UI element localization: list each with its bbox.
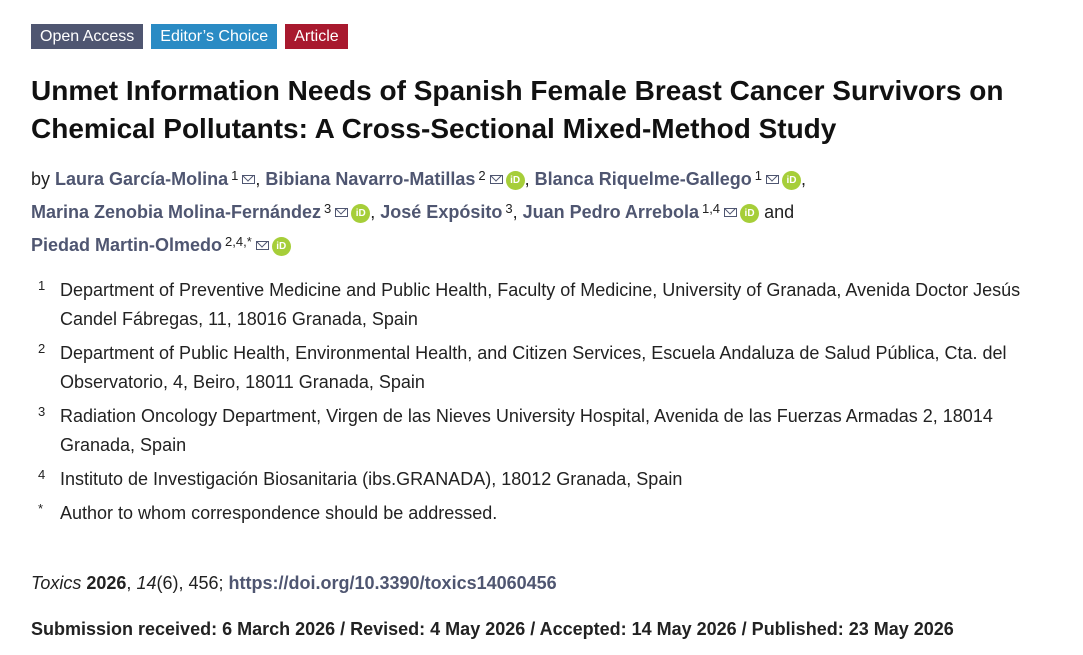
open-access-badge[interactable]: Open Access bbox=[31, 24, 144, 49]
author-affiliation-ref: 3 bbox=[505, 201, 513, 216]
journal-name: Toxics bbox=[31, 573, 82, 593]
author-name[interactable]: Laura García-Molina bbox=[55, 169, 229, 189]
affiliation-list: 1 Department of Preventive Medicine and … bbox=[38, 276, 1038, 533]
mail-icon[interactable] bbox=[765, 175, 779, 184]
publication-dates: Submission received: 6 March 2026 / Revi… bbox=[31, 619, 954, 639]
citation-line: Toxics 2026, 14(6), 456; https://doi.org… bbox=[31, 573, 557, 593]
mail-icon[interactable] bbox=[724, 208, 738, 217]
affiliation-text: Radiation Oncology Department, Virgen de… bbox=[60, 406, 993, 455]
affiliation-item: * Author to whom correspondence should b… bbox=[38, 499, 1038, 528]
citation-year: 2026 bbox=[86, 573, 127, 593]
article-title: Unmet Information Needs of Spanish Femal… bbox=[31, 75, 1004, 144]
affiliation-text: Author to whom correspondence should be … bbox=[60, 503, 498, 523]
citation-issue-pages: (6), 456; bbox=[156, 573, 224, 593]
badge-row: Open Access Editor’s Choice Article bbox=[31, 24, 348, 49]
affiliation-marker: 3 bbox=[38, 404, 46, 419]
affiliation-marker: * bbox=[38, 501, 44, 516]
affiliation-item: 3 Radiation Oncology Department, Virgen … bbox=[38, 402, 1038, 460]
mail-icon[interactable] bbox=[335, 208, 349, 217]
orcid-icon[interactable]: iD bbox=[505, 171, 525, 190]
author-affiliation-ref: 2,4,* bbox=[225, 234, 252, 249]
author-affiliation-ref: 1,4 bbox=[701, 201, 721, 216]
author-name[interactable]: Piedad Martin-Olmedo bbox=[31, 235, 223, 255]
mail-icon[interactable] bbox=[489, 175, 503, 184]
affiliation-text: Department of Public Health, Environment… bbox=[60, 343, 1007, 392]
author-affiliation-ref: 2 bbox=[478, 168, 486, 183]
orcid-icon[interactable]: iD bbox=[351, 204, 371, 223]
author-name[interactable]: Blanca Riquelme-Gallego bbox=[534, 169, 752, 189]
author-affiliation-ref: 1 bbox=[231, 168, 239, 183]
orcid-icon[interactable]: iD bbox=[740, 204, 760, 223]
affiliation-item: 1 Department of Preventive Medicine and … bbox=[38, 276, 1038, 334]
affiliation-text: Instituto de Investigación Biosanitaria … bbox=[60, 469, 683, 489]
author-name[interactable]: Marina Zenobia Molina-Fernández bbox=[31, 202, 322, 222]
author-name[interactable]: José Expósito bbox=[380, 202, 503, 222]
mail-icon[interactable] bbox=[242, 175, 256, 184]
editors-choice-badge[interactable]: Editor’s Choice bbox=[151, 24, 278, 49]
author-affiliation-ref: 3 bbox=[324, 201, 332, 216]
author-list: by Laura García-Molina 1, Bibiana Navarro… bbox=[31, 168, 806, 256]
citation-volume: 14 bbox=[136, 573, 157, 593]
affiliation-text: Department of Preventive Medicine and Pu… bbox=[60, 280, 1021, 329]
affiliation-item: 2 Department of Public Health, Environme… bbox=[38, 339, 1038, 397]
affiliation-marker: 1 bbox=[38, 278, 46, 293]
author-affiliation-ref: 1 bbox=[754, 168, 762, 183]
doi-link[interactable]: https://doi.org/10.3390/toxics14060456 bbox=[228, 573, 557, 593]
orcid-icon[interactable]: iD bbox=[781, 171, 801, 190]
affiliation-marker: 2 bbox=[38, 341, 46, 356]
affiliation-item: 4 Instituto de Investigación Biosanitari… bbox=[38, 465, 1038, 494]
article-type-badge[interactable]: Article bbox=[285, 24, 348, 49]
authors-prefix: by bbox=[31, 169, 51, 189]
author-name[interactable]: Bibiana Navarro-Matillas bbox=[265, 169, 476, 189]
authors-conjunction: and bbox=[764, 202, 795, 222]
author-name[interactable]: Juan Pedro Arrebola bbox=[522, 202, 699, 222]
affiliation-marker: 4 bbox=[38, 467, 46, 482]
mail-icon[interactable] bbox=[255, 241, 269, 250]
orcid-icon[interactable]: iD bbox=[271, 237, 291, 256]
